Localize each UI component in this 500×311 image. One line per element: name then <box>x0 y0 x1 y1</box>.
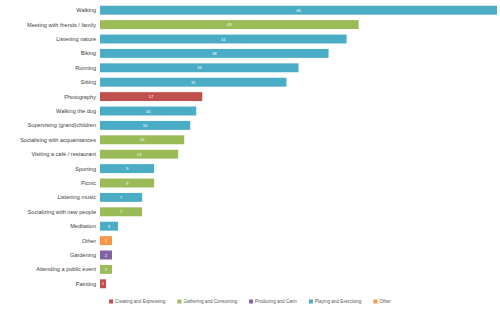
legend-label: Producing and Carin <box>255 299 297 304</box>
bar <box>100 35 347 44</box>
data-label: 9 <box>126 166 129 171</box>
data-label: 7 <box>120 209 123 214</box>
bar <box>100 135 184 144</box>
category-label: Sporting <box>75 166 96 172</box>
bar <box>100 265 112 274</box>
data-label: 17 <box>149 94 154 99</box>
data-label: 2 <box>105 238 108 243</box>
category-label: Photography <box>64 94 96 100</box>
legend-label: Other <box>379 299 391 304</box>
data-label: 43 <box>227 22 232 27</box>
bar <box>100 78 286 87</box>
category-label: Listening nature <box>56 36 96 42</box>
bar <box>100 49 329 58</box>
data-labels: 17 1 43 14 13 9 7 2 2 66 41 38 33 31 16 15 9 7 3 2 <box>102 8 302 287</box>
category-label: Meditation <box>70 223 96 229</box>
bar <box>100 92 202 101</box>
category-label: Attending a public event <box>36 266 96 272</box>
data-label: 16 <box>146 109 151 114</box>
bar <box>100 164 154 173</box>
category-label: Supervising (grand)children <box>28 122 96 128</box>
category-label: Socializing with new people <box>28 209 96 215</box>
data-label: 31 <box>191 80 196 85</box>
data-label: 13 <box>137 152 142 157</box>
legend-label: Playing and Exercising <box>315 299 362 304</box>
legend-label: Gathering and Consuming <box>183 299 237 304</box>
bar <box>100 207 142 216</box>
category-label: Picnic <box>81 180 96 186</box>
category-label: Running <box>75 65 96 71</box>
data-label: 33 <box>197 65 202 70</box>
chart: Walking Meeting with friends / family List… <box>0 0 500 311</box>
bar <box>100 20 359 29</box>
data-label: 14 <box>140 137 145 142</box>
category-label: Painting <box>76 281 96 287</box>
bar <box>100 179 154 188</box>
category-label: Listening music <box>57 194 96 200</box>
data-label: 2 <box>105 267 108 272</box>
legend-swatch <box>309 300 313 304</box>
bar <box>100 279 106 288</box>
data-label: 3 <box>108 224 111 229</box>
bar <box>100 121 190 130</box>
data-label: 15 <box>143 123 148 128</box>
category-label: Sitting <box>80 79 96 85</box>
data-label: 66 <box>296 8 301 13</box>
legend-swatch <box>177 300 181 304</box>
legend-swatch <box>373 300 377 304</box>
legend: Creating and Expressing Gathering and Con… <box>109 299 391 304</box>
legend-label: Creating and Expressing <box>115 299 166 304</box>
category-label: Biking <box>81 50 96 56</box>
data-label: 38 <box>212 51 217 56</box>
data-label: 7 <box>120 195 123 200</box>
category-label: Socialising with acquaintances <box>20 137 96 143</box>
bars <box>100 6 497 289</box>
data-label: 1 <box>102 281 105 286</box>
data-label: 41 <box>221 37 226 42</box>
category-label: Visiting a café / restaurant <box>31 151 96 157</box>
bar <box>100 107 196 116</box>
bar <box>100 63 299 72</box>
category-label: Other <box>82 238 96 244</box>
bar <box>100 193 142 202</box>
bar <box>100 150 178 159</box>
bar <box>100 236 112 245</box>
bar <box>100 222 118 231</box>
category-label: Walking <box>76 7 96 13</box>
legend-swatch <box>109 300 113 304</box>
legend-swatch <box>249 300 253 304</box>
category-label: Walking the dog <box>56 108 96 114</box>
data-label: 2 <box>105 253 108 258</box>
bar <box>100 251 112 260</box>
category-label: Gardening <box>70 252 96 258</box>
category-label: Meeting with friends / family <box>27 22 96 28</box>
bar <box>100 6 497 15</box>
data-label: 9 <box>126 181 129 186</box>
